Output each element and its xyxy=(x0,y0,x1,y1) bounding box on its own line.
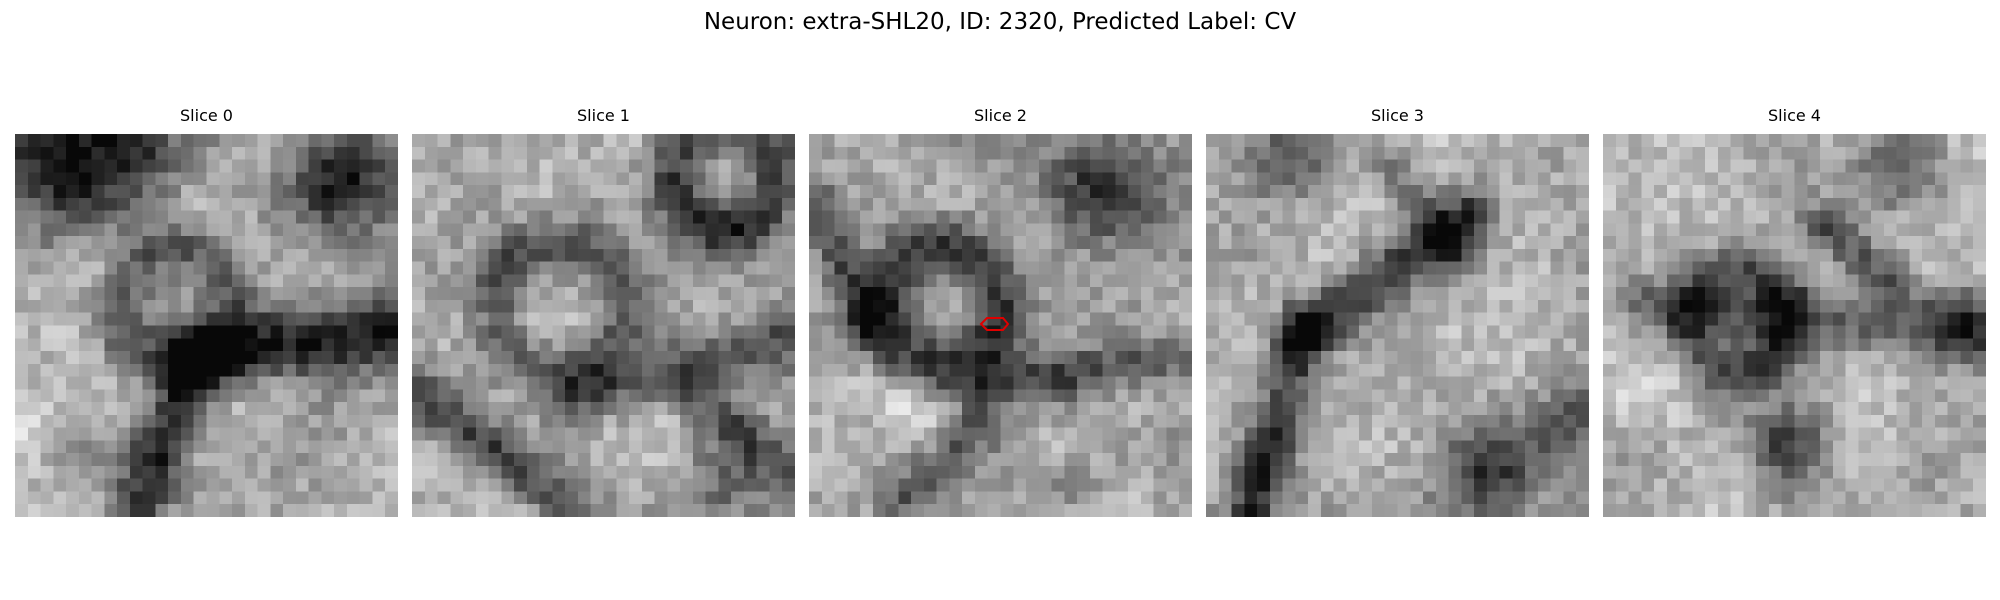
slice-panel-0: Slice 0 xyxy=(15,106,398,517)
slice-title-0: Slice 0 xyxy=(180,106,233,125)
slice-panel-4: Slice 4 xyxy=(1603,106,1986,517)
figure-title: Neuron: extra-SHL20, ID: 2320, Predicted… xyxy=(703,9,1297,35)
slice-panel-2: Slice 2 xyxy=(809,106,1192,517)
slice-image-1 xyxy=(412,134,795,517)
slice-title-4: Slice 4 xyxy=(1768,106,1821,125)
slice-image-4 xyxy=(1603,134,1986,517)
slice-panel-3: Slice 3 xyxy=(1206,106,1589,517)
slice-panel-1: Slice 1 xyxy=(412,106,795,517)
slice-image-3 xyxy=(1206,134,1589,517)
slice-title-2: Slice 2 xyxy=(974,106,1027,125)
slice-title-1: Slice 1 xyxy=(577,106,630,125)
slice-title-3: Slice 3 xyxy=(1371,106,1424,125)
slice-image-0 xyxy=(15,134,398,517)
slice-image-2 xyxy=(809,134,1192,517)
